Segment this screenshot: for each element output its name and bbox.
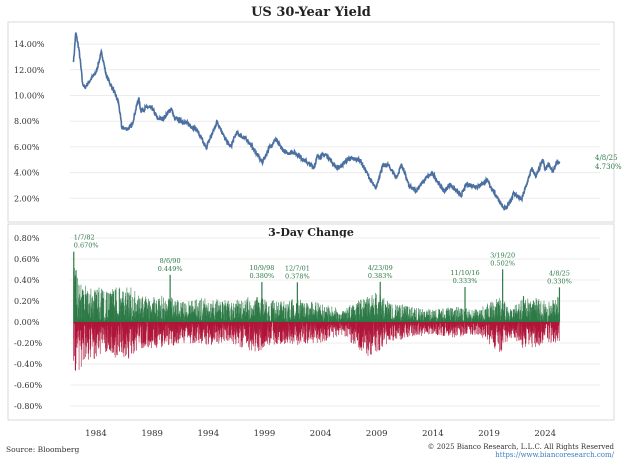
change-y-tick: -0.60% <box>14 381 43 390</box>
change-y-tick: 0.60% <box>14 255 40 264</box>
yield-y-tick: 14.00% <box>14 40 45 49</box>
change-y-tick: 0.00% <box>14 318 40 327</box>
yield-y-tick: 6.00% <box>14 143 40 152</box>
change-y-tick: 0.40% <box>14 276 40 285</box>
change-y-tick: -0.20% <box>14 339 43 348</box>
yield-title: US 30-Year Yield <box>251 5 371 20</box>
change-y-tick: 0.80% <box>14 234 40 243</box>
change-y-tick: -0.80% <box>14 402 43 411</box>
change-y-tick: 0.20% <box>14 297 40 306</box>
yield-y-tick: 12.00% <box>14 66 45 75</box>
change-y-tick: -0.40% <box>14 360 43 369</box>
yield-annotation-date: 4/8/25 <box>595 154 618 162</box>
yield-y-tick: 2.00% <box>14 194 40 203</box>
yield-annotation-value: 4.730% <box>595 163 622 171</box>
yield-y-tick: 10.00% <box>14 92 45 101</box>
yield-y-tick: 4.00% <box>14 169 40 178</box>
yield-y-tick: 8.00% <box>14 117 40 126</box>
change-title: 3-Day Change <box>268 226 354 239</box>
